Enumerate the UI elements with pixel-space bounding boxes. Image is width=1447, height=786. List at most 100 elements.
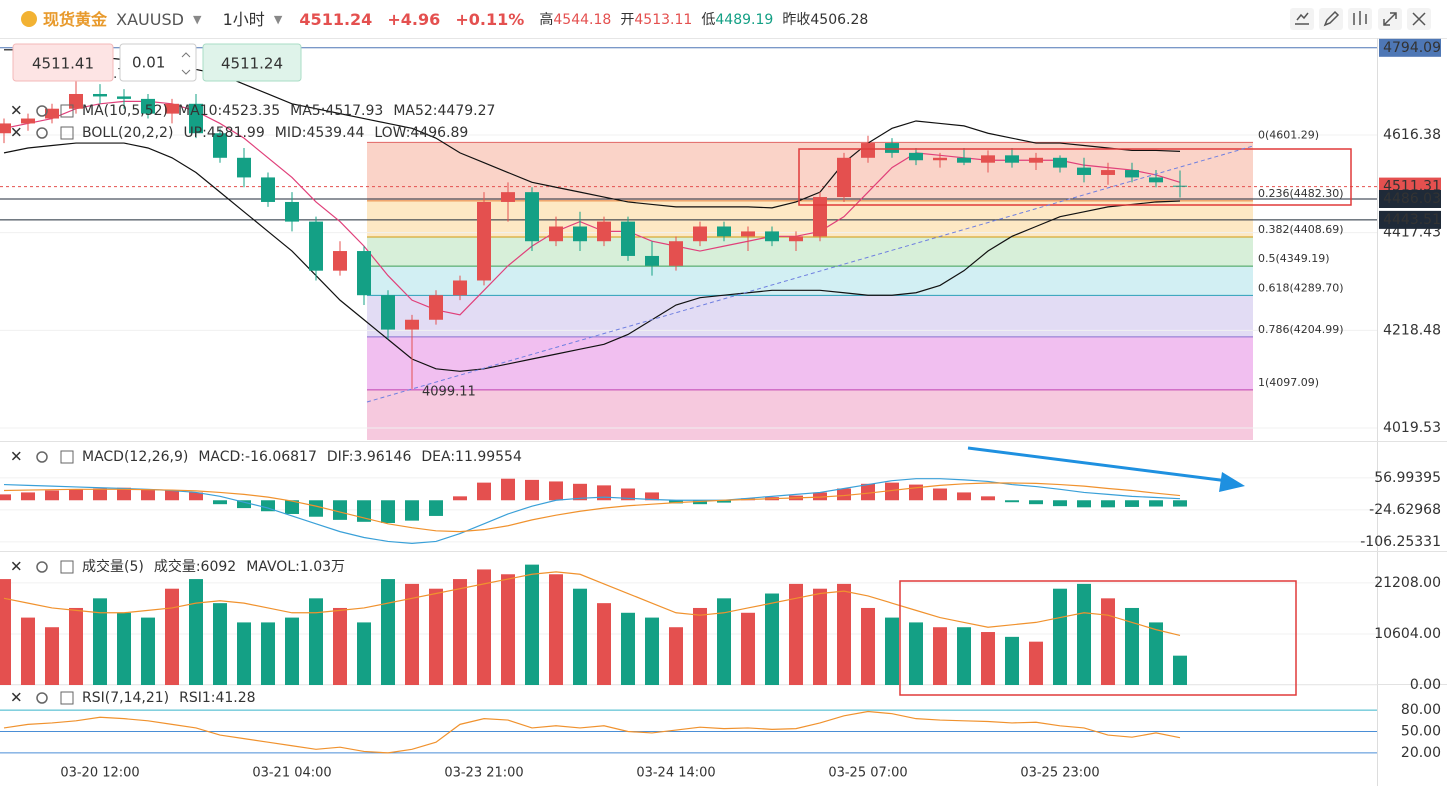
bar [1077,583,1091,685]
tool-icon [1383,12,1397,26]
candle-body [813,197,827,237]
bar [429,588,443,685]
low-label: 4099.11 [422,384,476,399]
low-label: 低 [701,12,715,28]
bar [21,492,35,501]
legend-icon [60,560,74,574]
bar [93,598,107,685]
bar [837,583,851,685]
x-tick-label: 03-25 23:00 [1020,766,1099,781]
highlight-box [798,148,1352,206]
candle-body [45,108,59,119]
bar [69,489,83,501]
candle-body [669,241,683,266]
bar [381,500,395,523]
candle-body [1077,167,1091,175]
bar [477,482,491,501]
symbol[interactable]: XAUUSD [116,10,184,29]
period[interactable]: 1小时 [223,10,265,29]
sell-button[interactable] [12,43,114,82]
toolbar [1290,8,1431,30]
candle-body [597,221,611,242]
high-label: 高 [539,11,553,28]
bar [981,632,995,685]
price: 4511.24 [299,10,372,29]
bar [621,488,635,501]
bar [429,500,443,516]
caret: ▼ [274,13,283,26]
bar [165,588,179,685]
fib-band [367,389,1253,440]
fib-band [367,266,1253,296]
bar [789,583,803,685]
bar [0,579,11,685]
y-tick-label: 21208.00 [1374,575,1441,591]
legend-icon: ✕ [10,558,23,576]
fib-label: 0.5(4349.19) [1258,252,1330,265]
legend-icon [36,127,48,139]
candle-body [741,231,755,237]
fib-label: 0.236(4482.30) [1258,187,1344,200]
bar [525,479,539,501]
legend-icon [36,105,48,117]
series-line [4,49,1181,209]
candle-body [549,226,563,242]
candle-body [861,143,875,158]
bar [1029,500,1043,505]
candle-body [1173,185,1187,187]
bar [717,598,731,685]
bar [453,579,467,685]
tool-icon [1353,11,1367,25]
bar [501,478,515,501]
bar [669,627,683,685]
bar [909,622,923,685]
y-tick-label: -106.25331 [1360,534,1441,550]
bar [69,607,83,685]
candle-body [69,93,83,109]
bar [285,500,299,514]
candle-body [645,255,659,266]
bar [1173,500,1187,507]
bar [573,588,587,685]
annotations [366,145,1352,696]
tool-button[interactable] [1319,8,1343,30]
bar [717,500,731,503]
x-tick-label: 03-25 07:00 [828,766,907,781]
candle-body [237,157,251,178]
buy-price: 4511.24 [221,55,283,73]
candle-body [405,319,419,330]
candle-body [933,157,947,161]
price-tag-label: 4794.09 [1383,40,1441,56]
candle-body [477,201,491,281]
x-tick-label: 03-21 04:00 [252,766,331,781]
qty-input[interactable] [119,43,197,82]
bar [861,483,875,501]
y-tick-label: 4616.38 [1383,127,1441,143]
legend-icon [60,691,74,705]
prev: 4506.28 [810,12,868,28]
bar [357,622,371,685]
bar [693,500,707,505]
candle-body [165,103,179,114]
bar [1005,500,1019,503]
bar [117,487,131,501]
buy-button[interactable] [202,43,302,82]
y-tick-label: 0.00 [1410,677,1441,693]
candle-body [693,226,707,242]
bar [453,496,467,501]
bar [237,622,251,685]
bar [1125,607,1139,685]
bar [1101,500,1115,508]
candle-body [189,103,203,134]
bar [45,627,59,685]
bar [1101,598,1115,685]
y-tick-label: 10604.00 [1374,626,1441,642]
bar [405,500,419,521]
legend-item: RSI(7,14,21) [82,690,169,706]
candle-body [1053,157,1067,168]
tool-button[interactable] [1290,8,1314,30]
bar [237,500,251,509]
bar [309,500,323,517]
open: 4513.11 [634,12,692,28]
bar [981,496,995,501]
